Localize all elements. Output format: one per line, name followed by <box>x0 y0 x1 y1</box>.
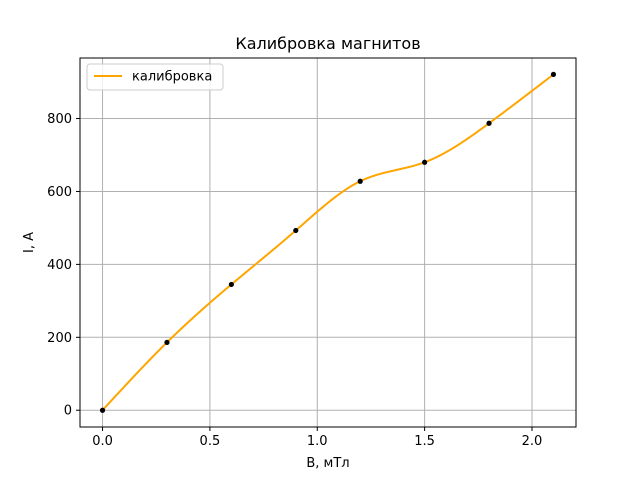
x-tick-label: 1.5 <box>414 434 435 449</box>
data-point <box>486 120 492 126</box>
x-tick-label: 2.0 <box>522 434 543 449</box>
data-point <box>422 159 428 165</box>
legend-label: калибровка <box>132 70 212 85</box>
y-axis-label: I, A <box>22 232 37 253</box>
data-point <box>99 407 106 413</box>
y-tick-label: 400 <box>47 258 72 273</box>
data-point <box>164 339 170 346</box>
grid <box>80 58 576 427</box>
data-point <box>357 178 363 184</box>
series-layer <box>99 71 557 413</box>
data-point <box>293 227 299 234</box>
legend-box <box>86 63 224 91</box>
x-axis: 0.0 0.5 1.0 1.5 2.0 <box>92 427 542 449</box>
x-axis-label: B, мТл <box>306 456 349 471</box>
x-tick-label: 0.5 <box>200 434 221 449</box>
y-tick-label: 800 <box>47 112 72 127</box>
data-point <box>550 71 557 78</box>
x-tick-label: 0.0 <box>92 434 113 449</box>
y-axis: 0 200 400 600 800 <box>47 112 80 419</box>
y-tick-label: 0 <box>64 404 72 419</box>
data-point <box>228 281 234 288</box>
chart-title: Калибровка магнитов <box>235 34 420 53</box>
legend: калибровка <box>86 63 224 91</box>
series-line <box>101 73 555 411</box>
x-tick-label: 1.0 <box>307 434 328 449</box>
y-tick-label: 200 <box>47 331 72 346</box>
y-tick-label: 600 <box>47 185 72 200</box>
plot-frame <box>79 57 577 428</box>
